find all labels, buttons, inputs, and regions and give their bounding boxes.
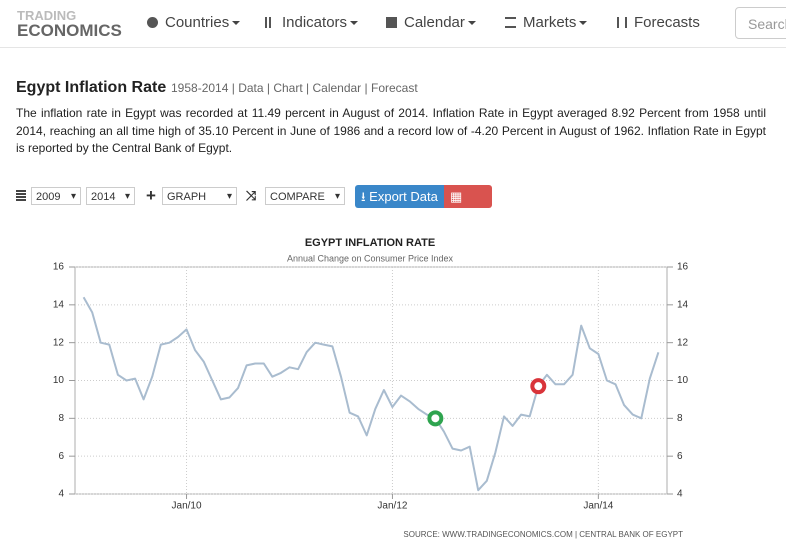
description: The inflation rate in Egypt was recorded… [16, 106, 766, 155]
link[interactable]: 1958-2014 [171, 81, 229, 95]
calendar-icon [16, 190, 26, 201]
plus-icon: + [146, 186, 156, 205]
view-select[interactable]: GRAPH [162, 187, 237, 206]
export-button[interactable]: ⭳ Export Data [355, 185, 455, 208]
y2-tick-label: 4 [677, 489, 683, 500]
nav-label: Markets [523, 14, 577, 31]
navbar: TRADING ECONOMICS Countries Indicators Ca… [0, 0, 786, 48]
chart-subtitle: Annual Change on Consumer Price Index [287, 253, 454, 263]
nav-item[interactable]: Countries [147, 14, 240, 31]
series-line [82, 296, 660, 492]
y2-tick-label: 16 [677, 262, 689, 273]
x-tick-label: Jan/10 [172, 501, 202, 512]
nav-label: Calendar [404, 14, 465, 31]
nav-item[interactable]: Calendar [386, 14, 476, 31]
y-tick-label: 16 [53, 262, 65, 273]
y-tick-label: 6 [58, 451, 64, 462]
y-tick-label: 10 [53, 375, 65, 386]
event-marker [530, 378, 547, 395]
logo-bottom: ECONOMICS [17, 21, 122, 40]
nav-label: Indicators [282, 14, 348, 31]
compare-select[interactable]: COMPARE [265, 187, 345, 206]
nav-item[interactable]: Forecasts [617, 14, 700, 31]
event-marker [427, 410, 444, 427]
start-select[interactable]: 2009 [31, 187, 81, 206]
chart-source: SOURCE: WWW.TRADINGECONOMICS.COM | CENTR… [403, 530, 683, 539]
logo[interactable]: TRADING ECONOMICS [17, 8, 122, 40]
y2-tick-label: 6 [677, 451, 683, 462]
api-button[interactable]: ▦ API [444, 185, 492, 227]
y2-tick-label: 10 [677, 375, 689, 386]
chart-title: EGYPT INFLATION RATE [305, 237, 435, 249]
y-tick-label: 4 [58, 489, 64, 500]
x-tick-label: Jan/12 [377, 501, 407, 512]
link[interactable]: Forecast [361, 81, 417, 95]
nav-item[interactable]: Markets [505, 14, 587, 31]
end-select[interactable]: 2014 [86, 187, 135, 206]
page-links: 1958-2014DataChartCalendarForecast [171, 81, 418, 95]
logo-top: TRADING [17, 8, 77, 23]
y2-tick-label: 12 [677, 337, 689, 348]
y-tick-label: 8 [58, 413, 64, 424]
nav-label: Forecasts [634, 14, 700, 31]
nav-label: Countries [165, 14, 230, 31]
link[interactable]: Chart [264, 81, 303, 95]
link[interactable]: Calendar [303, 81, 362, 95]
search-box[interactable]: Search [735, 7, 786, 39]
nav-item[interactable]: Indicators [265, 14, 358, 31]
y2-tick-label: 14 [677, 299, 689, 310]
page-title: Egypt Inflation Rate [16, 79, 167, 96]
x-tick-label: Jan/14 [583, 501, 613, 512]
y-tick-label: 14 [53, 299, 65, 310]
shuffle-icon: ⤨ [246, 188, 257, 203]
export-label: Export Data [369, 189, 438, 204]
plot-frame [74, 266, 668, 495]
y-tick-label: 12 [53, 337, 65, 348]
y2-tick-label: 8 [677, 413, 683, 424]
link[interactable]: Data [228, 81, 263, 95]
chart: EGYPT INFLATION RATE Annual Change on Co… [53, 237, 689, 539]
api-label: API [450, 212, 471, 227]
